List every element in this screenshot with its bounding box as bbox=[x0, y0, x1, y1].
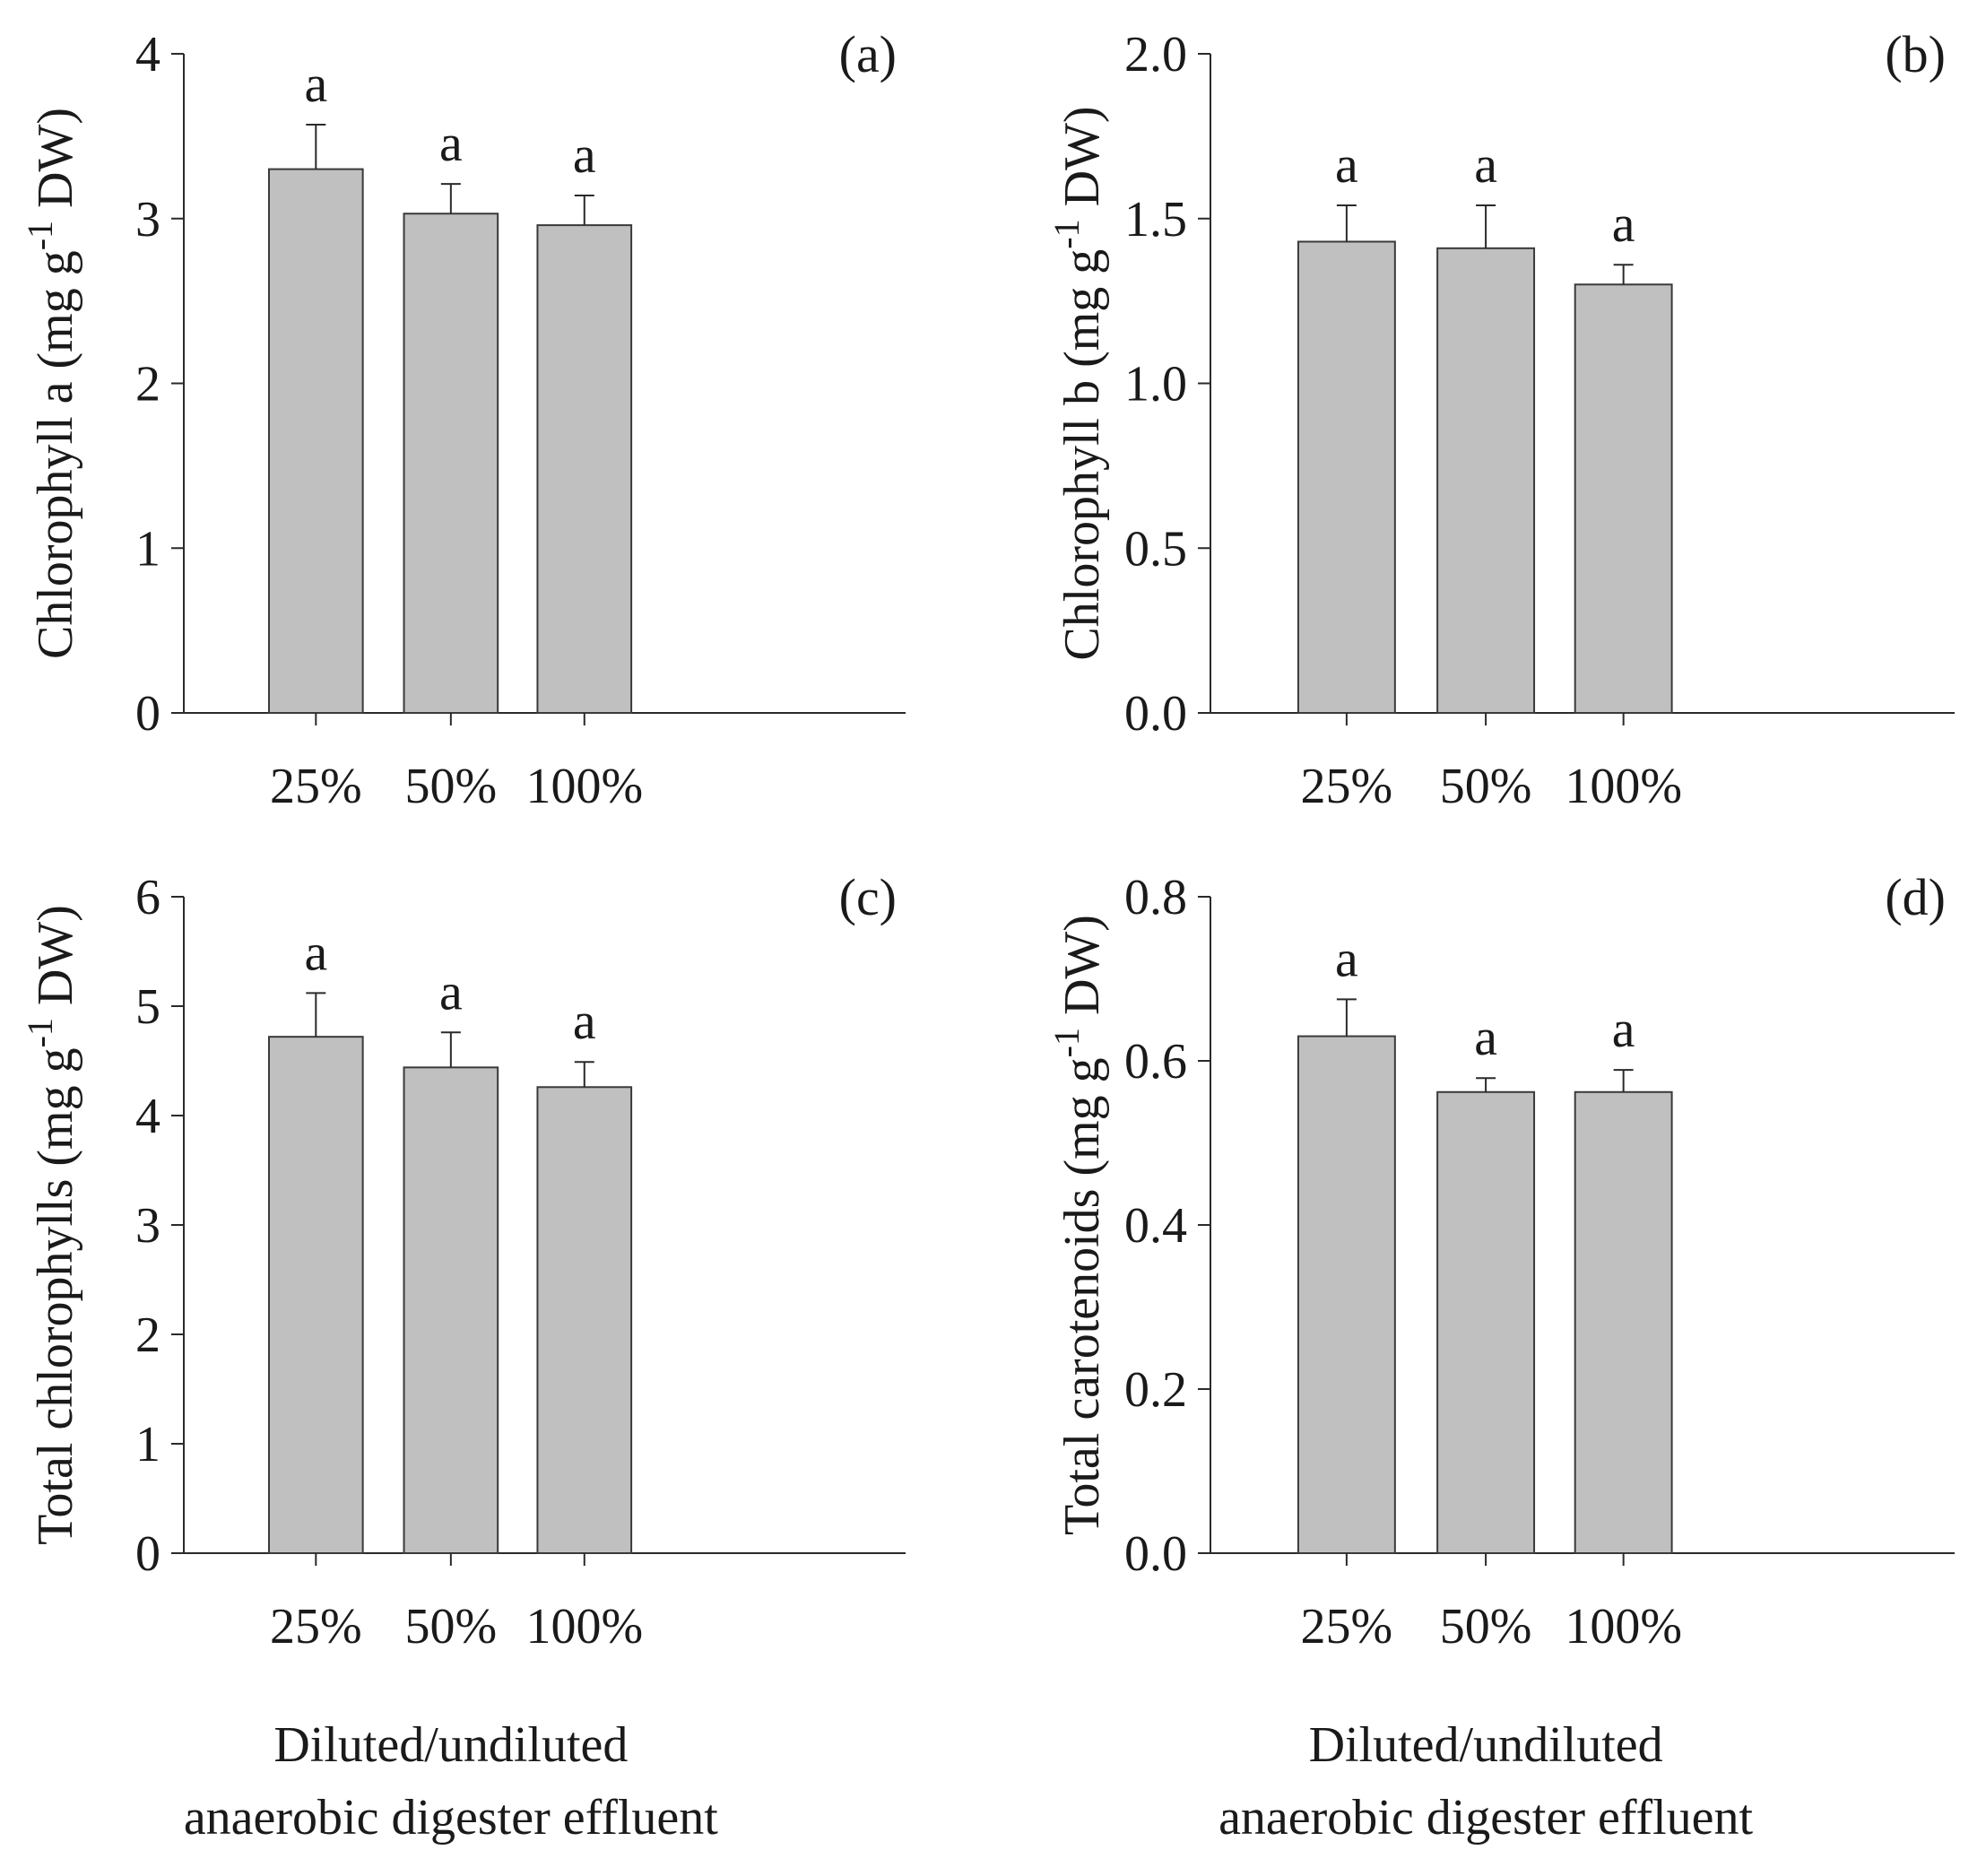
significance-label: a bbox=[573, 126, 596, 184]
y-tick-label: 3 bbox=[135, 1198, 160, 1254]
significance-label: a bbox=[1474, 1008, 1497, 1066]
significance-label: a bbox=[1335, 929, 1358, 987]
x-axis-title-line: anaerobic digester effluent bbox=[1218, 1790, 1753, 1846]
chart-panel-a: 0 1 2 3 4 a 25% a 50% a 100% (a) Chlorophyll a (mg g… bbox=[20, 25, 906, 814]
significance-label: a bbox=[304, 55, 327, 113]
significance-label: a bbox=[1335, 135, 1358, 194]
y-tick-label: 2 bbox=[135, 1307, 160, 1363]
chart-panel-c: 0 1 2 3 4 5 6 a 25% a 50% a 100% (c) Total chlorophyll… bbox=[20, 868, 906, 1846]
chart-panel-d: 0.0 0.2 0.4 0.6 0.8 a 25% a 50% a 100% (d) Total car… bbox=[1046, 868, 1955, 1846]
y-tick-label: 0.5 bbox=[1124, 521, 1187, 577]
bar-d-2 bbox=[1574, 1090, 1673, 1554]
bar-a-1 bbox=[403, 213, 499, 715]
bar-b-0 bbox=[1297, 240, 1396, 715]
x-axis-title-line: anaerobic digester effluent bbox=[184, 1790, 718, 1846]
x-tick-label: 25% bbox=[270, 1599, 362, 1655]
y-tick-label: 0.8 bbox=[1124, 870, 1187, 925]
y-axis-title: Chlorophyll a (mg g-1 DW) bbox=[20, 108, 83, 659]
bar-c-2 bbox=[536, 1086, 633, 1554]
x-tick-label: 50% bbox=[1440, 759, 1532, 814]
y-tick-label: 1.5 bbox=[1124, 192, 1187, 248]
y-axis-title: Chlorophyll b (mg g-1 DW) bbox=[1046, 106, 1110, 660]
bar-c-1 bbox=[403, 1066, 499, 1554]
bar-c-0 bbox=[267, 1036, 364, 1555]
panel-label: (a) bbox=[839, 25, 897, 83]
x-tick-label: 50% bbox=[1440, 1599, 1532, 1655]
chart-panel-b: 0.0 0.5 1.0 1.5 2.0 a 25% a 50% a 100% (b) Chlorophy… bbox=[1046, 25, 1955, 814]
x-axis-title-line: Diluted/undiluted bbox=[1309, 1717, 1663, 1773]
significance-label: a bbox=[304, 923, 327, 981]
y-tick-label: 1 bbox=[135, 1417, 160, 1472]
x-axis-title-line: Diluted/undiluted bbox=[273, 1717, 628, 1773]
x-tick-label: 100% bbox=[1565, 1599, 1682, 1655]
bar-b-2 bbox=[1574, 283, 1673, 714]
y-tick-label: 0.0 bbox=[1124, 1526, 1187, 1582]
panel-label: (d) bbox=[1885, 868, 1946, 926]
significance-label: a bbox=[439, 962, 463, 1021]
x-tick-label: 25% bbox=[1301, 759, 1393, 814]
bar-a-0 bbox=[267, 168, 364, 714]
x-tick-label: 50% bbox=[405, 1599, 498, 1655]
x-tick-label: 100% bbox=[1565, 759, 1682, 814]
y-tick-label: 0.6 bbox=[1124, 1034, 1187, 1090]
x-tick-label: 25% bbox=[1301, 1599, 1393, 1655]
y-axis-title: Total carotenoids (mg g-1 DW) bbox=[1046, 915, 1110, 1535]
y-tick-label: 1 bbox=[135, 521, 160, 577]
y-tick-label: 4 bbox=[135, 1089, 160, 1144]
x-tick-label: 100% bbox=[525, 759, 643, 814]
y-tick-label: 6 bbox=[135, 870, 160, 925]
significance-label: a bbox=[573, 992, 596, 1050]
x-tick-label: 100% bbox=[525, 1599, 643, 1655]
significance-label: a bbox=[1474, 135, 1497, 194]
bar-b-1 bbox=[1436, 247, 1536, 714]
bar-d-1 bbox=[1436, 1090, 1536, 1554]
y-tick-label: 2 bbox=[135, 357, 160, 413]
bar-a-2 bbox=[536, 224, 633, 715]
y-tick-label: 3 bbox=[135, 192, 160, 248]
y-tick-label: 2.0 bbox=[1124, 27, 1187, 83]
x-tick-label: 50% bbox=[405, 759, 498, 814]
y-tick-label: 0 bbox=[135, 1526, 160, 1582]
significance-label: a bbox=[439, 114, 463, 172]
y-tick-label: 0.4 bbox=[1124, 1198, 1187, 1254]
y-axis-title: Total chlorophylls (mg g-1 DW) bbox=[20, 905, 83, 1545]
x-tick-label: 25% bbox=[270, 759, 362, 814]
panel-label: (c) bbox=[839, 868, 897, 926]
y-tick-label: 5 bbox=[135, 979, 160, 1035]
y-tick-label: 0 bbox=[135, 686, 160, 742]
significance-label: a bbox=[1612, 195, 1635, 253]
significance-label: a bbox=[1612, 1000, 1635, 1058]
y-tick-label: 0.0 bbox=[1124, 686, 1187, 742]
y-tick-label: 0.2 bbox=[1124, 1362, 1187, 1418]
y-tick-label: 4 bbox=[135, 27, 160, 83]
y-tick-label: 1.0 bbox=[1124, 357, 1187, 413]
bar-d-0 bbox=[1297, 1035, 1396, 1555]
panel-label: (b) bbox=[1885, 25, 1946, 83]
